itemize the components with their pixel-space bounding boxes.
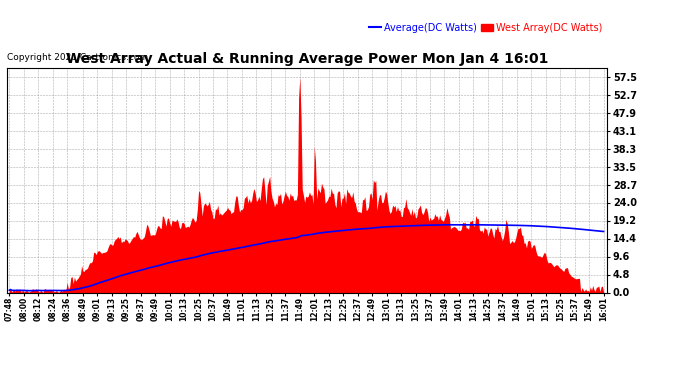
- Legend: Average(DC Watts), West Array(DC Watts): Average(DC Watts), West Array(DC Watts): [369, 23, 602, 33]
- Title: West Array Actual & Running Average Power Mon Jan 4 16:01: West Array Actual & Running Average Powe…: [66, 53, 549, 66]
- Text: Copyright 2021 Cartronics.com: Copyright 2021 Cartronics.com: [7, 53, 148, 62]
